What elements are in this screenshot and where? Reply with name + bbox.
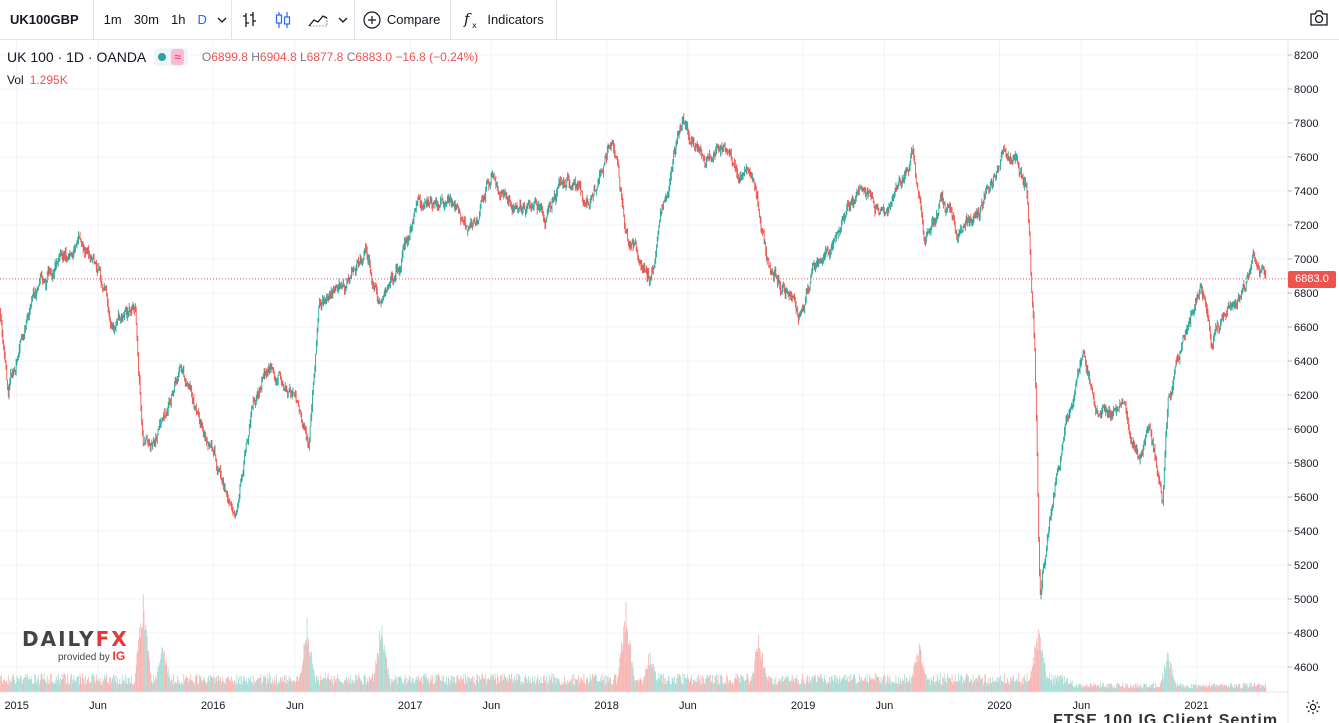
price-tick-label: 6400: [1294, 356, 1318, 368]
price-tick-label: 4800: [1294, 628, 1318, 640]
chart-pane[interactable]: 4600 4800 5000 5200 5400 5600 5800 6000 6200 6400…: [0, 40, 1339, 723]
price-tick-label: 5400: [1294, 526, 1318, 538]
last-price-tag: 6883.0: [1288, 271, 1336, 288]
bars-style-button[interactable]: [232, 0, 266, 40]
timeframe-30m[interactable]: 30m: [133, 11, 159, 27]
chart-settings-button[interactable]: [1305, 699, 1321, 720]
close-value: 6883.0: [355, 50, 393, 64]
candles-style-button[interactable]: [266, 0, 300, 40]
toolbar-divider: [230, 0, 232, 40]
logo-provided-by: provided by: [58, 652, 110, 663]
price-tick-label: 7400: [1294, 186, 1318, 198]
camera-icon: [1310, 10, 1328, 26]
timeframe-d[interactable]: D: [197, 11, 207, 27]
compare-button[interactable]: Compare: [355, 0, 450, 40]
time-tick-label: 2020: [987, 700, 1011, 712]
top-toolbar: UK100GBP 1m 30m 1h D: [0, 0, 1339, 40]
price-tick-label: 6800: [1294, 288, 1318, 300]
price-tick-label: 7800: [1294, 118, 1318, 130]
timeframe-1h[interactable]: 1h: [171, 11, 186, 27]
function-icon: f x: [463, 10, 477, 30]
time-tick-label: 2018: [594, 700, 618, 712]
area-style-button[interactable]: [300, 0, 336, 40]
plus-circle-icon: [363, 10, 381, 29]
price-tick-label: 6000: [1294, 424, 1318, 436]
legend-title: UK 100 · 1D · OANDA: [7, 49, 147, 65]
time-tick-label: Jun: [89, 700, 107, 712]
gear-icon: [1306, 700, 1320, 714]
svg-text:f: f: [463, 10, 472, 28]
volume-label: Vol: [7, 73, 24, 87]
chevron-down-icon: [217, 17, 227, 23]
change-value: −16.8 (−0.24%): [395, 50, 479, 64]
close-label: C: [346, 50, 356, 64]
logo-word-fx: FX: [95, 627, 129, 651]
market-status-dot-icon: [158, 53, 167, 61]
timeframe-group: 1m 30m 1h D: [94, 0, 231, 40]
dailyfx-logo: DAILYFX provided by IG: [22, 627, 129, 663]
symbol-search[interactable]: UK100GBP: [10, 11, 79, 27]
toolbar-divider: [353, 0, 355, 40]
area-chart-icon: [308, 14, 328, 26]
high-value: 6904.8: [259, 50, 297, 64]
time-tick-label: Jun: [875, 700, 893, 712]
time-tick-label: Jun: [679, 700, 697, 712]
time-tick-label: 2021: [1184, 700, 1208, 712]
volume-legend: Vol 1.295K: [7, 73, 68, 87]
toolbar-divider: [555, 0, 557, 40]
time-tick-label: Jun: [286, 700, 304, 712]
time-tick-label: 2015: [4, 700, 28, 712]
indicators-button[interactable]: f x Indicators: [451, 0, 555, 40]
timeframe-dropdown[interactable]: [213, 0, 231, 40]
price-tick-label: 8000: [1294, 84, 1318, 96]
logo-ig: IG: [112, 649, 126, 663]
chevron-down-icon: [338, 17, 348, 23]
timeframe-1m[interactable]: 1m: [103, 11, 122, 27]
price-tick-label: 5200: [1294, 560, 1318, 572]
chart-style-dropdown[interactable]: [336, 0, 354, 40]
logo-word-daily: DAILY: [22, 627, 96, 651]
time-tick-label: 2019: [791, 700, 815, 712]
price-chart[interactable]: 4600 4800 5000 5200 5400 5600 5800 6000 6200 6400…: [0, 40, 1339, 723]
price-tick-label: 5000: [1294, 594, 1318, 606]
price-tick-label: 5800: [1294, 458, 1318, 470]
snapshot-button[interactable]: [1309, 9, 1329, 32]
price-tick-label: 7600: [1294, 152, 1318, 164]
price-tick-label: 8200: [1294, 50, 1318, 62]
candles-icon: [275, 11, 290, 28]
price-tick-label: 5600: [1294, 492, 1318, 504]
svg-text:x: x: [472, 21, 477, 30]
time-tick-label: 2016: [201, 700, 225, 712]
time-tick-label: Jun: [483, 700, 501, 712]
volume-value: 1.295K: [29, 73, 68, 87]
low-label: L: [299, 50, 307, 64]
toolbar-divider: [450, 0, 452, 40]
open-label: O: [201, 50, 212, 64]
price-tick-label: 6600: [1294, 322, 1318, 334]
toolbar-divider: [92, 0, 94, 40]
compare-label: Compare: [386, 12, 441, 27]
legend-ohlc: O6899.8 H6904.8 L6877.8 C6883.0 −16.8 (−…: [202, 50, 478, 64]
legend-status-pill[interactable]: ≈: [154, 48, 188, 66]
time-tick-label: Jun: [1073, 700, 1091, 712]
low-value: 6877.8: [306, 50, 344, 64]
indicators-label: Indicators: [487, 12, 544, 27]
price-tick-label: 4600: [1294, 662, 1318, 674]
time-tick-label: 2017: [398, 700, 422, 712]
article-heading-fragment: FTSE 100 IG Client Sentim: [1053, 712, 1279, 723]
open-value: 6899.8: [211, 50, 248, 64]
price-tick-label: 7200: [1294, 220, 1318, 232]
wave-icon: ≈: [171, 49, 184, 65]
bars-icon: [242, 11, 256, 27]
price-tick-label: 6200: [1294, 390, 1318, 402]
chart-legend: UK 100 · 1D · OANDA ≈ O6899.8 H6904.8 L6…: [7, 48, 478, 66]
price-tick-label: 7000: [1294, 254, 1318, 266]
high-label: H: [251, 50, 260, 64]
price-axis-background: [1288, 40, 1339, 723]
